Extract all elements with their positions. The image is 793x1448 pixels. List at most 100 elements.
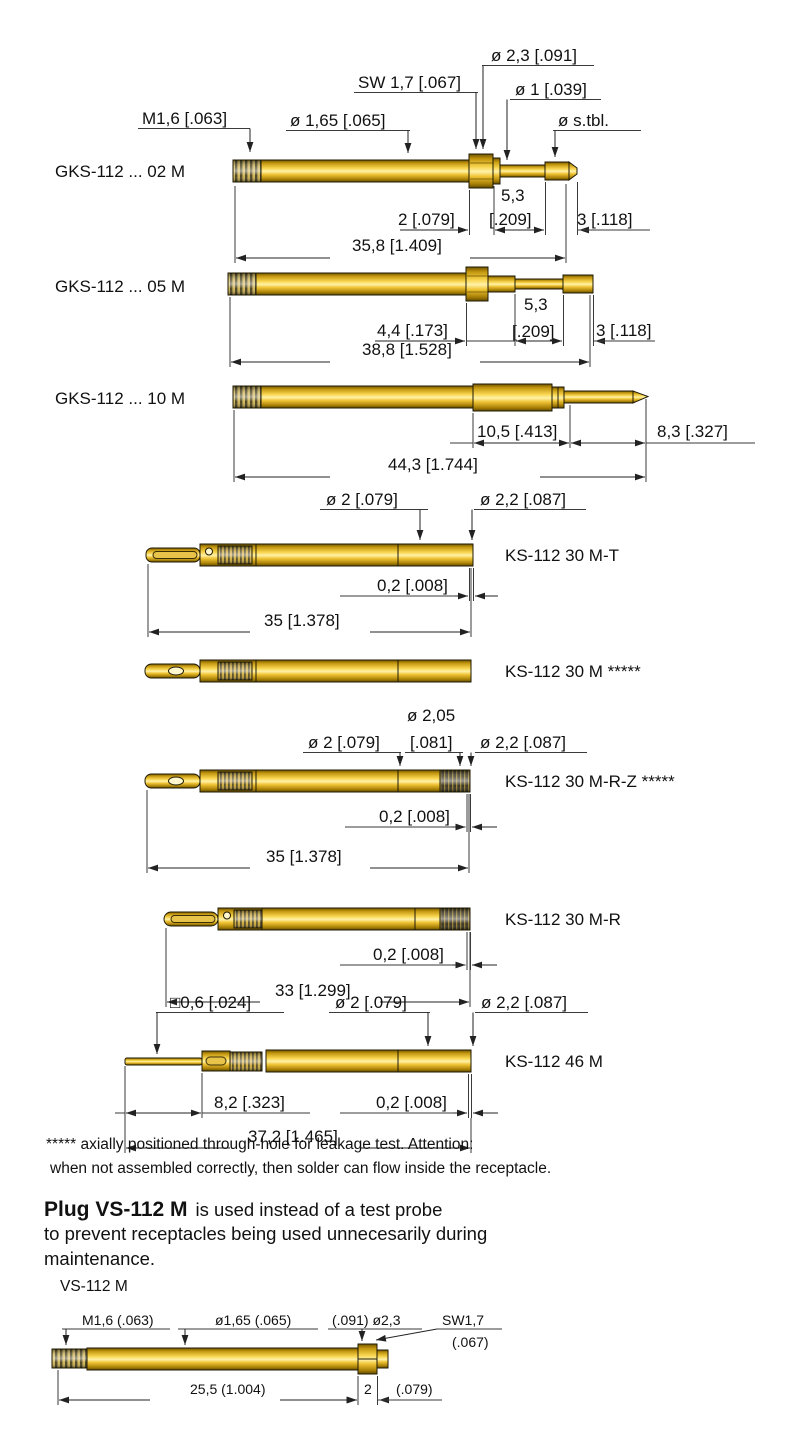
- tube-slot: [152, 551, 198, 559]
- barrel: [265, 1049, 472, 1073]
- callout-text: ø 2 [.079]: [335, 993, 407, 1012]
- callout-text: ø s.tbl.: [558, 111, 609, 130]
- callout-dia-23: (.091) ø2,3: [328, 1312, 422, 1341]
- dim-372-row8: 37,2 [1.465]: [124, 1066, 472, 1153]
- row-label: KS-112 30 M-T: [505, 546, 619, 565]
- dim-text: 3 [.118]: [577, 210, 632, 229]
- row-label: GKS-112 ... 05 M: [55, 277, 185, 296]
- dim-text: [.209]: [489, 210, 532, 229]
- plug-paragraph-line-3: maintenance.: [44, 1248, 155, 1269]
- step-ring: [492, 157, 501, 185]
- callout-text: (.091) ø2,3: [332, 1312, 401, 1328]
- callout-text: ø1,65 (.065): [215, 1312, 291, 1328]
- callout-dia-165: ø1,65 (.065): [178, 1312, 318, 1345]
- tip-sleeve: [544, 161, 570, 181]
- callout-text: ø 2,2 [.087]: [480, 490, 566, 509]
- tube-slot: [170, 915, 216, 923]
- callout-dia-205: ø 2,05 [.081]: [405, 706, 464, 766]
- footnote-line-1: ***** axially positioned through-hole fo…: [46, 1136, 473, 1153]
- footnote-line-2: when not assembled correctly, then solde…: [49, 1160, 551, 1177]
- row-label: KS-112 30 M *****: [505, 662, 641, 681]
- callout-dia-23: ø 2,3 [.091]: [479, 46, 594, 149]
- end-cap: [376, 1349, 389, 1369]
- callout-dia-22: ø 2,2 [.087]: [467, 733, 587, 766]
- square-pin: [124, 1057, 203, 1066]
- dim-text: 0,2 [.008]: [379, 807, 450, 826]
- probe-tip: [568, 161, 578, 181]
- dim-text: 8,3 [.327]: [657, 422, 728, 441]
- callout-text: ø 2 [.079]: [308, 733, 380, 752]
- callout-square-06: □0,6 [.024]: [153, 993, 284, 1054]
- head-slot: [205, 1056, 227, 1066]
- probe-body: [255, 272, 467, 296]
- row-label: KS-112 30 M-R-Z *****: [505, 772, 675, 791]
- dim-text: 38,8 [1.528]: [362, 340, 452, 359]
- barrel: [255, 659, 472, 683]
- dim-lines-row1: [400, 182, 650, 235]
- dim-text: 5,3: [524, 295, 548, 314]
- plug-paragraph-line-2: to prevent receptacles being used unnece…: [44, 1223, 487, 1244]
- dim-lines-row3: [450, 399, 755, 448]
- callout-dia-22: ø 2,2 [.087]: [468, 490, 586, 540]
- probe-drawing-vs112m: [51, 1343, 389, 1375]
- callout-text: (.067): [452, 1334, 489, 1350]
- probe-drawing-ks30m: [144, 659, 472, 683]
- dim-text: 8,2 [.323]: [214, 1093, 285, 1112]
- plug-heading: Plug VS-112 M is used instead of a test p…: [44, 1198, 442, 1221]
- dim-02-row4: 0,2 [.008]: [340, 568, 498, 601]
- row-ks-112-30mt: ø 2 [.079] ø 2,2 [.087] KS-112 30 M-T 0,…: [145, 490, 619, 637]
- dim-text: 25,5 (1.004): [190, 1381, 266, 1397]
- callout-text: □0,6 [.024]: [170, 993, 251, 1012]
- callout-dia-2: ø 2 [.079]: [303, 733, 404, 766]
- dim-388-row2: 38,8 [1.528]: [229, 295, 591, 367]
- dim-text: 5,3: [501, 186, 525, 205]
- dim-text: 10,5 [.413]: [477, 422, 557, 441]
- dim-text: 33 [1.299]: [275, 981, 351, 1000]
- dim-079: (.079): [378, 1381, 442, 1401]
- row-label: KS-112 46 M: [505, 1052, 603, 1071]
- needle-tip: [632, 390, 650, 404]
- dim-3-row2: 3 [.118]: [596, 321, 651, 340]
- dim-02-row7: 0,2 [.008]: [340, 932, 497, 970]
- probe-drawing-gks10m: [232, 383, 650, 412]
- row-gks-112-05m: GKS-112 ... 05 M 4,4 [.173] 5,3 [.209] 3…: [55, 266, 655, 367]
- dim-02-row8: 0,2 [.008]: [340, 1074, 498, 1118]
- dim-text: 44,3 [1.744]: [388, 455, 478, 474]
- probe-drawing-ks30mt: [145, 543, 474, 567]
- probe-body: [260, 385, 474, 409]
- dim-lines-row2: [375, 294, 655, 346]
- plug-heading-rest: is used instead of a test probe: [196, 1199, 443, 1220]
- dim-35-row6: 35 [1.378]: [146, 790, 470, 873]
- dim-text: 37,2 [1.465]: [248, 1127, 338, 1146]
- dim-35-row4: 35 [1.378]: [147, 564, 472, 637]
- callout-text: ø 1 [.039]: [515, 80, 587, 99]
- dim-443-row3: 44,3 [1.744]: [233, 410, 647, 482]
- probe-drawing-ks30mrz: [144, 769, 471, 793]
- crimp-hole: [223, 911, 231, 920]
- callout-dia-165: ø 1,65 [.065]: [286, 111, 412, 153]
- dim-82-row8: 8,2 [.323]: [115, 1073, 310, 1118]
- dim-33-row7: 33 [1.299]: [165, 928, 471, 1007]
- thin-shaft: [514, 278, 564, 290]
- callout-text: SW 1,7 [.067]: [358, 73, 461, 92]
- row-label: GKS-112 ... 10 M: [55, 389, 185, 408]
- callout-dia-1: ø 1 [.039]: [503, 80, 601, 160]
- dim-2-row1: 2 [.079]: [398, 210, 455, 229]
- dim-text: 3 [.118]: [596, 321, 651, 340]
- dim-text: 35 [1.378]: [266, 847, 342, 866]
- callout-dia-2: ø 2 [.079]: [329, 993, 432, 1046]
- callout-dia-22: ø 2,2 [.087]: [469, 993, 588, 1046]
- callout-text: M1,6 [.063]: [142, 109, 227, 128]
- crimp-hole: [205, 547, 213, 556]
- callout-sw17: SW 1,7 [.067]: [354, 73, 480, 149]
- end-sleeve: [562, 274, 594, 294]
- plug-section: Plug VS-112 M is used instead of a test p…: [44, 1198, 502, 1405]
- dim-text: [.209]: [512, 322, 555, 341]
- dim-text: 0,2 [.008]: [377, 576, 448, 595]
- row-ks-112-30mr: KS-112 30 M-R 0,2 [.008] 33 [1.299]: [163, 907, 621, 1007]
- dim-44-row2: 4,4 [.173]: [377, 321, 448, 340]
- dim-text: 35 [1.378]: [264, 611, 340, 630]
- probe-body: [260, 159, 470, 183]
- row-label: GKS-112 ... 02 M: [55, 162, 185, 181]
